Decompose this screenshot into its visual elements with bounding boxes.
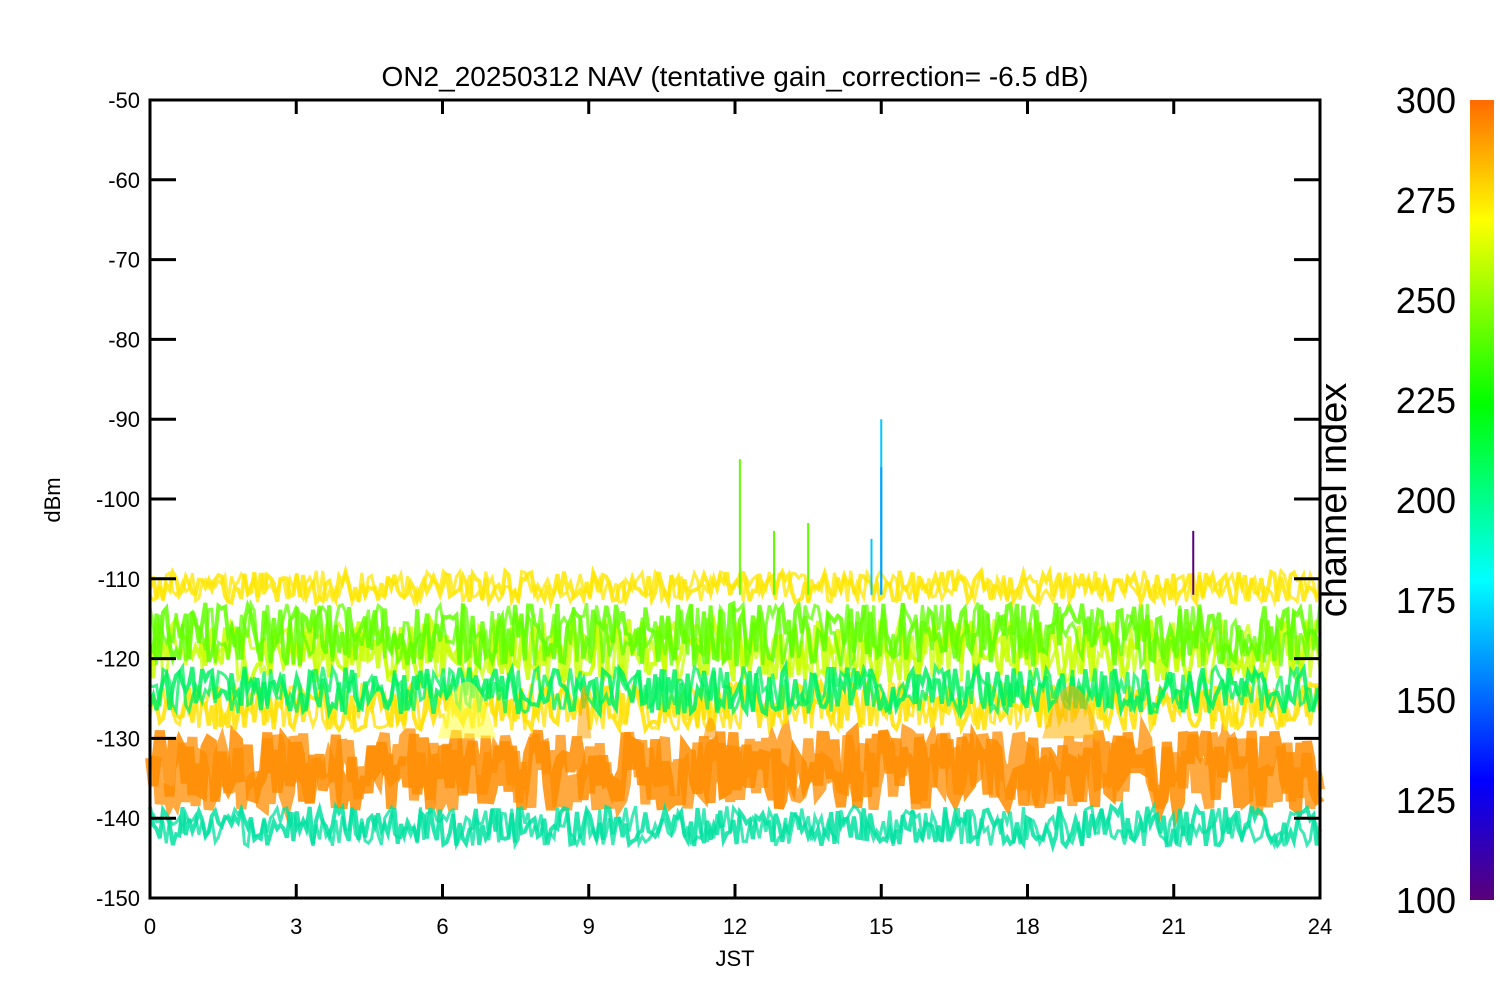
y-tick-label: -70 — [108, 248, 140, 273]
series-band-245 — [148, 597, 1322, 672]
series-line — [148, 598, 1322, 672]
colorbar-tick-label: 200 — [1396, 480, 1456, 521]
y-tick-label: -110 — [98, 567, 140, 592]
x-axis-label: JST — [715, 946, 754, 971]
series-line — [147, 711, 1325, 824]
x-tick-label: 3 — [290, 914, 302, 939]
colorbar-tick-label: 150 — [1396, 680, 1456, 721]
colorbar-tick-label: 300 — [1396, 80, 1456, 121]
series-line — [148, 597, 1322, 671]
y-tick-label: -140 — [96, 806, 140, 831]
x-tick-label: 24 — [1308, 914, 1332, 939]
colorbar-tick-label: 100 — [1396, 880, 1456, 921]
colorbar-label: channel index — [1313, 383, 1355, 618]
x-tick-label: 21 — [1162, 914, 1186, 939]
series-band-290 — [145, 711, 1325, 829]
y-tick-label: -120 — [96, 647, 140, 672]
y-tick-label: -50 — [108, 88, 140, 113]
hump-mark — [437, 681, 497, 739]
y-tick-label: -80 — [108, 327, 140, 352]
x-tick-label: 9 — [583, 914, 595, 939]
colorbar-tick-label: 175 — [1396, 580, 1456, 621]
x-tick-label: 18 — [1015, 914, 1039, 939]
x-tick-label: 0 — [144, 914, 156, 939]
series-line — [149, 662, 1321, 718]
y-tick-label: -100 — [96, 487, 140, 512]
series-band-200 — [148, 798, 1322, 853]
chart-title: ON2_20250312 NAV (tentative gain_correct… — [382, 61, 1089, 92]
colorbar — [1470, 100, 1494, 900]
y-tick-label: -130 — [96, 726, 140, 751]
colorbar-tick-label: 250 — [1396, 280, 1456, 321]
series-line — [148, 659, 1322, 720]
hump-mark — [703, 717, 718, 739]
series-line — [148, 801, 1322, 851]
y-axis-label: dBm — [40, 477, 65, 522]
colorbar-tick-label: 275 — [1396, 180, 1456, 221]
colorbar-tick-label: 225 — [1396, 380, 1456, 421]
series-line — [148, 567, 1322, 609]
colorbar-ticks: 300 275 250 225 200 175 150 125 100 — [1396, 80, 1456, 921]
x-tick-label: 15 — [869, 914, 893, 939]
series-band-220 — [148, 659, 1322, 720]
x-tick-label: 6 — [436, 914, 448, 939]
y-tick-label: -150 — [96, 886, 140, 911]
x-axis: 0 3 6 9 12 15 18 21 24 — [144, 100, 1332, 939]
y-axis: -50 -60 -70 -80 -90 -100 -110 -120 -130 -140 -150 — [96, 88, 1320, 911]
hump-mark — [576, 685, 592, 739]
series-band-275 — [148, 564, 1322, 610]
y-tick-label: -90 — [108, 407, 140, 432]
y-tick-label: -60 — [108, 168, 140, 193]
plot-area — [145, 419, 1325, 853]
x-tick-label: 12 — [723, 914, 747, 939]
colorbar-tick-label: 125 — [1396, 780, 1456, 821]
hump-mark — [1042, 685, 1101, 739]
